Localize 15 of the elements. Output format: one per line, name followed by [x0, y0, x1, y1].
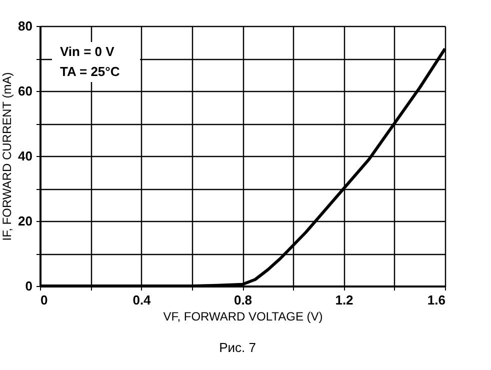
annotation: TA = 25°C — [60, 64, 120, 79]
y-tick-label: 80 — [18, 18, 32, 34]
x-tick-label: 0.4 — [132, 292, 152, 308]
x-tick-label: 0 — [40, 292, 48, 308]
x-axis-title: VF, FORWARD VOLTAGE (V) — [163, 310, 323, 324]
y-tick-label: 60 — [18, 84, 32, 98]
x-tick-label: 0.8 — [234, 292, 252, 308]
x-tick-label: 1.6 — [427, 292, 446, 308]
x-tick-label: 1.2 — [335, 292, 354, 308]
y-tick-label: 20 — [18, 214, 32, 228]
text: Рис. 7 — [219, 340, 256, 355]
y-tick-label: 40 — [18, 148, 32, 164]
y-axis-title: IF, FORWARD CURRENT (mA) — [0, 72, 14, 241]
annotation: Vin = 0 V — [60, 44, 115, 59]
y-tick-label: 0 — [25, 278, 32, 294]
